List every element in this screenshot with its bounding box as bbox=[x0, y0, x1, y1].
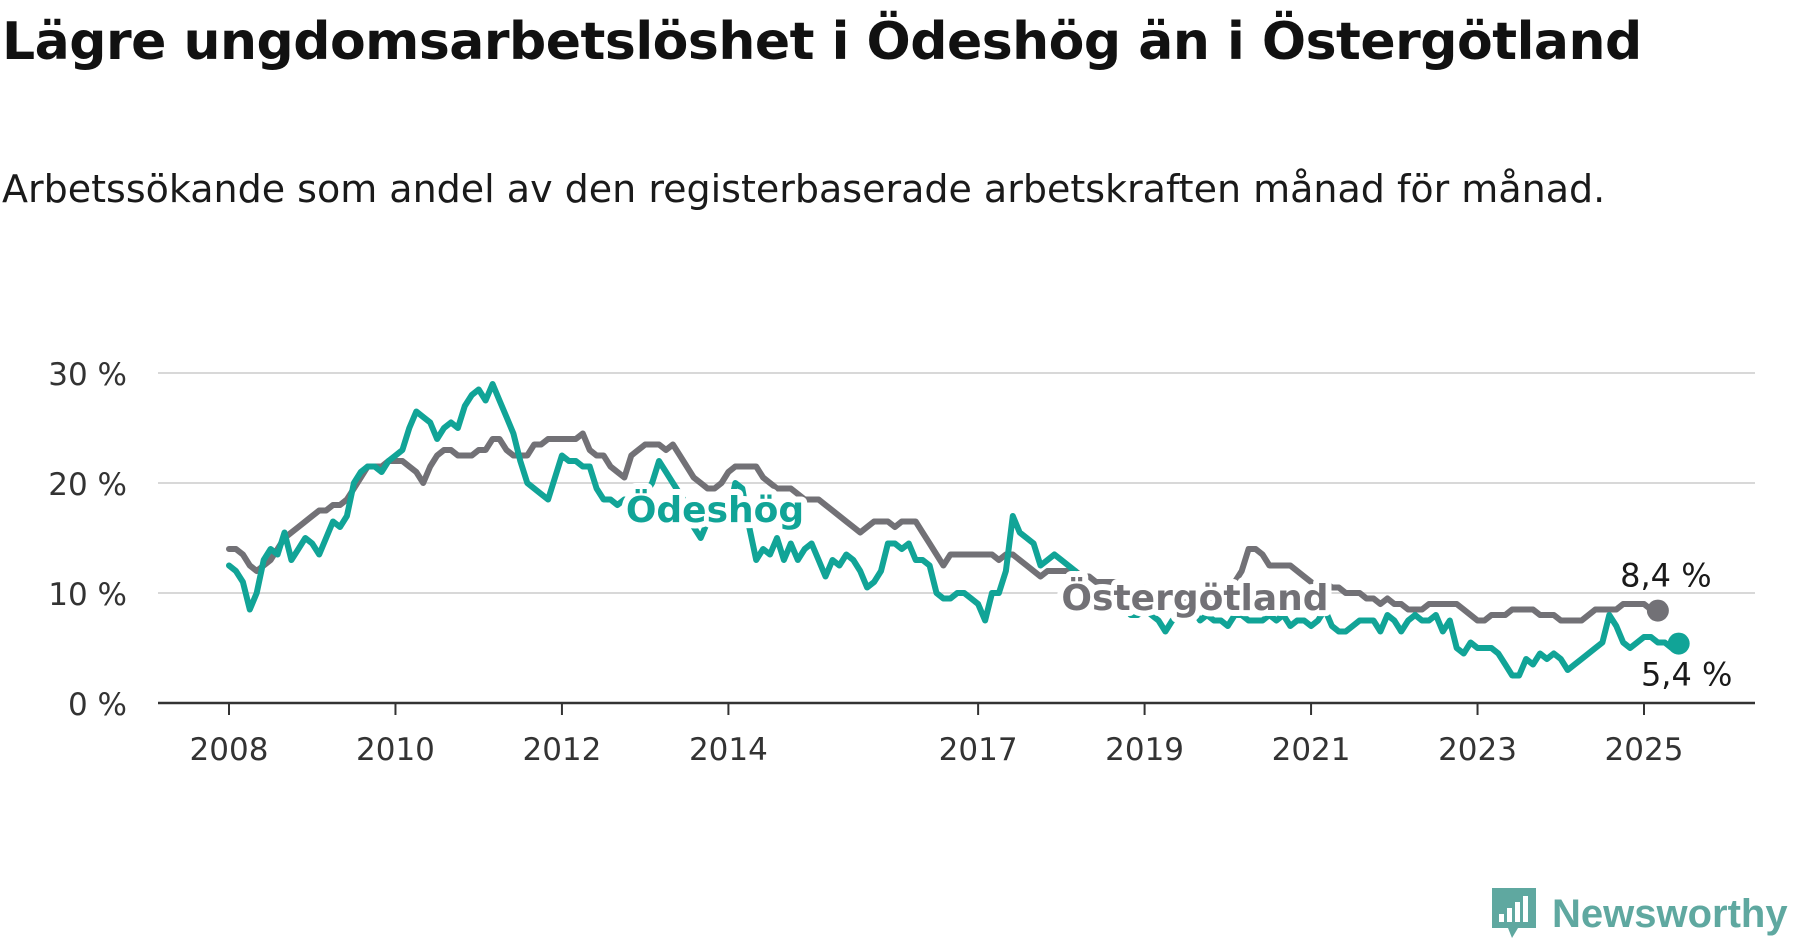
x-tick-label: 2012 bbox=[522, 732, 601, 768]
y-tick-label: 10 % bbox=[48, 577, 127, 613]
x-tick-label: 2021 bbox=[1272, 732, 1351, 768]
newsworthy-logo-icon bbox=[1492, 888, 1536, 938]
end-marker-odeshog bbox=[1667, 632, 1690, 655]
line-label-ostergotland: Östergötland bbox=[1061, 577, 1328, 619]
end-label-odeshog: 5,4 % bbox=[1641, 656, 1732, 694]
x-tick-label: 2025 bbox=[1605, 732, 1684, 768]
x-tick-label: 2010 bbox=[356, 732, 435, 768]
brand-name: Newsworthy bbox=[1552, 891, 1788, 936]
series-line-odeshog bbox=[226, 381, 1682, 679]
end-label-ostergotland: 8,4 % bbox=[1620, 557, 1711, 595]
x-tick-label: 2017 bbox=[939, 732, 1018, 768]
y-tick-label: 30 % bbox=[48, 357, 127, 393]
x-tick-label: 2023 bbox=[1438, 732, 1517, 768]
x-tick-label: 2008 bbox=[190, 732, 269, 768]
newsworthy-logo: Newsworthy bbox=[1488, 884, 1788, 944]
series-line-ostergotland bbox=[226, 430, 1661, 624]
line-label-odeshog: Ödeshög bbox=[626, 489, 804, 531]
line-label-ostergotland-halo: Östergötland bbox=[1061, 577, 1328, 619]
x-tick-label: 2014 bbox=[689, 732, 768, 768]
y-tick-label: 0 % bbox=[68, 687, 127, 723]
end-marker-ostergotland bbox=[1646, 599, 1669, 622]
x-tick-label: 2019 bbox=[1105, 732, 1184, 768]
y-tick-label: 20 % bbox=[48, 467, 127, 503]
chart-subtitle: Arbetssökande som andel av den registerb… bbox=[2, 167, 1606, 211]
chart-title: Lägre ungdomsarbetslöshet i Ödeshög än i… bbox=[2, 12, 1642, 72]
line-label-odeshog-halo: Ödeshög bbox=[626, 489, 804, 531]
